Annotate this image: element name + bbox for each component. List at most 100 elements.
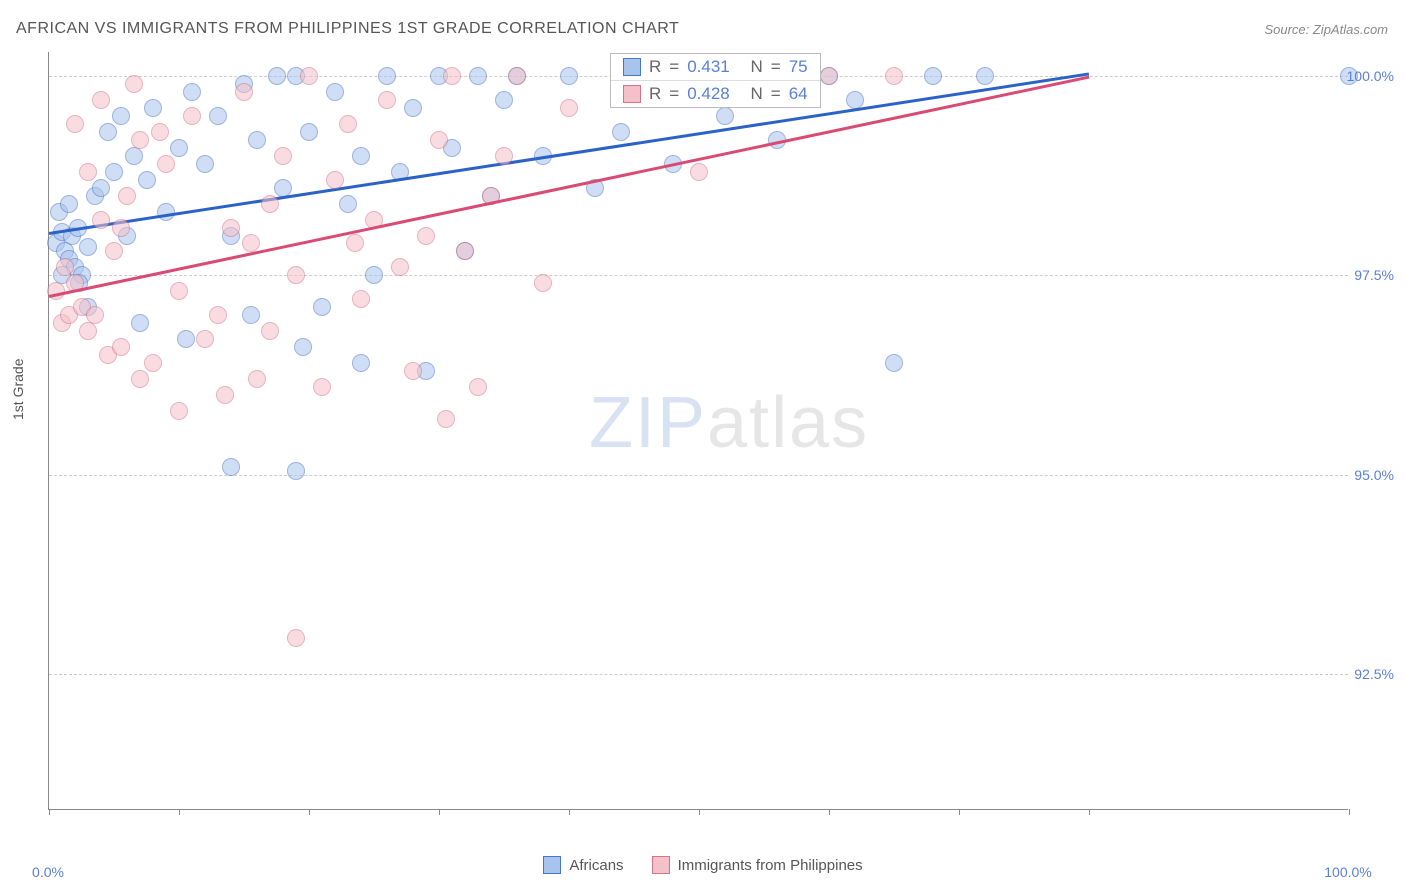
data-point: [209, 306, 227, 324]
data-point: [209, 107, 227, 125]
data-point: [404, 362, 422, 380]
stats-row-philippines: R = 0.428 N = 64: [611, 81, 820, 107]
data-point: [612, 123, 630, 141]
x-tick: [959, 809, 960, 815]
data-point: [151, 123, 169, 141]
data-point: [365, 266, 383, 284]
gridline-h: [49, 275, 1348, 276]
data-point: [495, 91, 513, 109]
y-tick-label: 92.5%: [1354, 666, 1394, 682]
swatch-icon: [543, 856, 561, 874]
data-point: [294, 338, 312, 356]
y-axis-label: 1st Grade: [10, 359, 26, 420]
stat-r-value: 0.428: [687, 84, 730, 104]
data-point: [66, 115, 84, 133]
data-point: [346, 234, 364, 252]
data-point: [131, 131, 149, 149]
stat-n-label: N: [751, 84, 763, 104]
data-point: [261, 195, 279, 213]
data-point: [352, 354, 370, 372]
data-point: [378, 91, 396, 109]
data-point: [157, 155, 175, 173]
data-point: [300, 123, 318, 141]
data-point: [469, 67, 487, 85]
data-point: [268, 67, 286, 85]
data-point: [170, 139, 188, 157]
x-tick: [309, 809, 310, 815]
stat-eq: =: [669, 57, 679, 77]
data-point: [885, 67, 903, 85]
data-point: [326, 83, 344, 101]
data-point: [378, 67, 396, 85]
data-point: [144, 354, 162, 372]
data-point: [690, 163, 708, 181]
data-point: [92, 91, 110, 109]
data-point: [326, 171, 344, 189]
data-point: [976, 67, 994, 85]
y-tick-label: 100.0%: [1347, 68, 1394, 84]
chart-title: AFRICAN VS IMMIGRANTS FROM PHILIPPINES 1…: [16, 20, 679, 38]
x-tick: [439, 809, 440, 815]
data-point: [287, 266, 305, 284]
stat-n-value: 64: [789, 84, 808, 104]
data-point: [391, 258, 409, 276]
legend-label: Immigrants from Philippines: [678, 857, 863, 874]
x-tick: [179, 809, 180, 815]
data-point: [534, 274, 552, 292]
data-point: [242, 234, 260, 252]
swatch-icon: [623, 85, 641, 103]
data-point: [248, 370, 266, 388]
legend-item: Immigrants from Philippines: [652, 856, 863, 874]
data-point: [105, 242, 123, 260]
x-tick: [699, 809, 700, 815]
data-point: [820, 67, 838, 85]
y-tick-label: 97.5%: [1354, 267, 1394, 283]
data-point: [131, 370, 149, 388]
stats-row-africans: R = 0.431 N = 75: [611, 54, 820, 81]
data-point: [437, 410, 455, 428]
data-point: [196, 330, 214, 348]
x-tick: [1349, 809, 1350, 815]
data-point: [131, 314, 149, 332]
x-tick: [1089, 809, 1090, 815]
data-point: [125, 75, 143, 93]
data-point: [560, 99, 578, 117]
x-tick-label: 0.0%: [32, 864, 64, 880]
data-point: [112, 219, 130, 237]
data-point: [287, 629, 305, 647]
data-point: [79, 163, 97, 181]
data-point: [138, 171, 156, 189]
stats-box: R = 0.431 N = 75 R = 0.428 N = 64: [610, 53, 821, 108]
data-point: [125, 147, 143, 165]
legend-item: Africans: [543, 856, 623, 874]
y-tick-label: 95.0%: [1354, 467, 1394, 483]
data-point: [222, 458, 240, 476]
data-point: [287, 462, 305, 480]
data-point: [430, 131, 448, 149]
data-point: [352, 290, 370, 308]
data-point: [846, 91, 864, 109]
data-point: [118, 187, 136, 205]
data-point: [404, 99, 422, 117]
data-point: [79, 238, 97, 256]
plot-area: ZIPatlas: [48, 52, 1348, 810]
trend-line: [49, 72, 1089, 234]
data-point: [144, 99, 162, 117]
data-point: [216, 386, 234, 404]
data-point: [177, 330, 195, 348]
legend-label: Africans: [569, 857, 623, 874]
data-point: [196, 155, 214, 173]
watermark: ZIPatlas: [589, 382, 869, 464]
data-point: [235, 83, 253, 101]
stat-r-label: R: [649, 84, 661, 104]
data-point: [183, 83, 201, 101]
data-point: [170, 282, 188, 300]
data-point: [339, 115, 357, 133]
data-point: [79, 322, 97, 340]
data-point: [112, 338, 130, 356]
data-point: [274, 179, 292, 197]
stat-n-value: 75: [789, 57, 808, 77]
data-point: [222, 219, 240, 237]
swatch-icon: [623, 58, 641, 76]
data-point: [86, 306, 104, 324]
